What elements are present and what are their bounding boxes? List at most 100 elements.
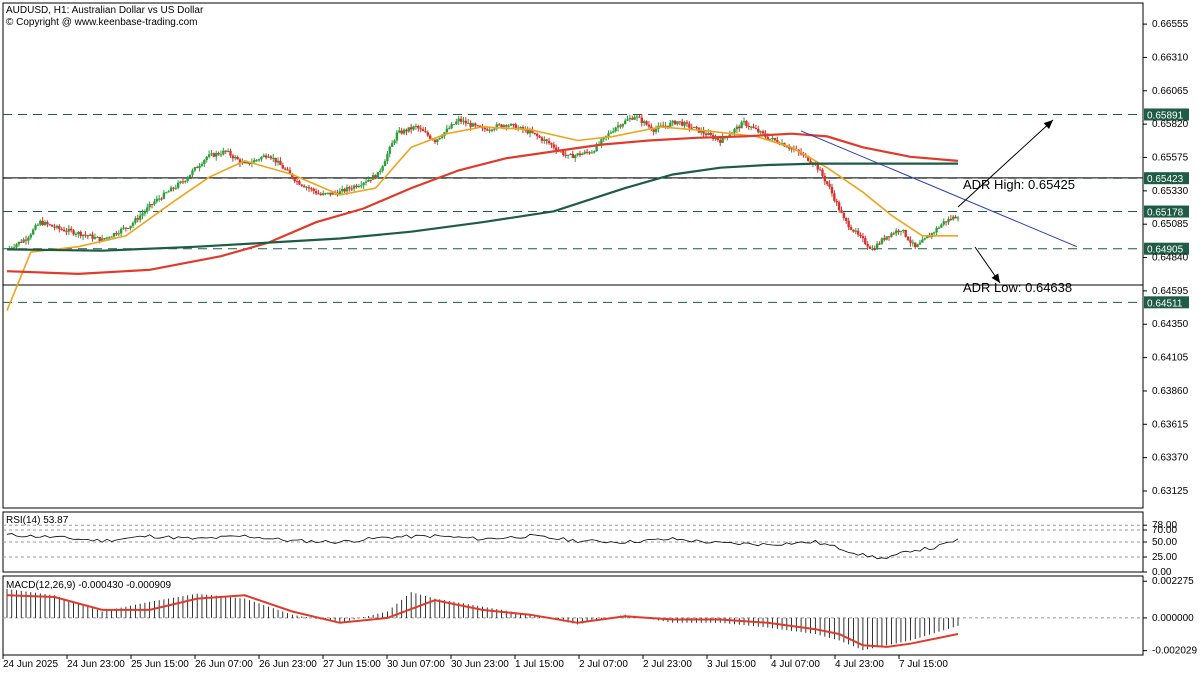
candle-body: [390, 143, 394, 147]
price-tick-label: 0.65330: [1152, 186, 1189, 197]
candle-body: [445, 128, 449, 133]
level-price-label: 0.65178: [1147, 208, 1184, 219]
level-price-label: 0.64905: [1147, 245, 1184, 256]
candle-body: [402, 129, 406, 134]
candle-body: [493, 128, 496, 130]
candle-body: [944, 221, 948, 223]
candle-body: [583, 151, 586, 154]
candle-body: [692, 126, 696, 128]
candle-body: [933, 232, 936, 234]
price-tick-label: 0.64105: [1152, 353, 1189, 364]
candle-body: [371, 175, 375, 180]
candle-body: [357, 185, 361, 188]
candle-body: [305, 187, 308, 189]
candle-body: [238, 159, 242, 164]
candle-body: [424, 131, 427, 133]
projection-arrows: [957, 119, 1054, 284]
candle-body: [234, 157, 237, 159]
descending-trend-line: [800, 130, 1078, 248]
candle-body: [264, 155, 268, 158]
rsi-label: RSI(14) 53.87: [6, 515, 69, 526]
candle-body: [138, 215, 142, 220]
candle-body: [122, 227, 125, 229]
candle-body: [276, 160, 280, 163]
candle-body: [46, 222, 49, 225]
candle-body: [864, 238, 867, 245]
candle-body: [671, 120, 674, 123]
candle-body: [923, 238, 926, 240]
candle-body: [374, 175, 377, 178]
candle-body: [298, 181, 301, 185]
candle-body: [376, 172, 380, 178]
candle-body: [502, 125, 506, 128]
candle-body: [787, 147, 791, 149]
candle-body: [267, 156, 270, 158]
candle-body: [141, 213, 144, 216]
candle-body: [398, 130, 401, 133]
candle-body: [733, 129, 736, 133]
candle-body: [845, 217, 848, 221]
candle-body: [150, 204, 154, 206]
candle-body: [757, 128, 760, 133]
candle-body: [419, 128, 422, 130]
candle-body: [704, 133, 708, 136]
candle-body: [566, 154, 570, 156]
candle-body: [890, 233, 893, 237]
candle-body: [809, 160, 812, 163]
candle-body: [766, 136, 769, 140]
candle-body: [887, 236, 891, 238]
candle-body: [348, 187, 351, 189]
candle-body: [279, 160, 282, 166]
candle-body: [883, 238, 886, 240]
candle-body: [367, 179, 370, 182]
candle-body: [871, 248, 874, 250]
candle-body: [343, 188, 346, 192]
bearish-projection-arrow-head: [991, 273, 1000, 283]
time-tick-label: 4 Jul 23:00: [835, 659, 884, 670]
candle-body: [450, 124, 453, 129]
price-tick-label: 0.65575: [1152, 152, 1189, 163]
candle-body: [169, 187, 173, 192]
level-price-box: [1144, 242, 1189, 255]
candle-body: [816, 162, 819, 170]
candle-body: [642, 121, 646, 123]
candle-body: [918, 242, 922, 245]
candle-body: [72, 230, 75, 235]
candle-body: [578, 153, 582, 156]
macd-signal-line: [6, 594, 959, 648]
price-tick-label: 0.63860: [1152, 386, 1189, 397]
time-tick-label: 24 Jun 2025: [3, 659, 58, 670]
candle-body: [837, 202, 841, 211]
moving-average-line: [6, 132, 959, 276]
candle-body: [428, 135, 432, 139]
candle-body: [355, 185, 358, 188]
candle-body: [664, 125, 667, 127]
candle-body: [483, 127, 487, 130]
candle-body: [110, 236, 113, 238]
candle-body: [219, 154, 223, 156]
candle-body: [859, 234, 862, 237]
candle-body: [205, 156, 208, 161]
candle-body: [749, 126, 753, 128]
time-axis: 24 Jun 2025 24 Jun 23:00 25 Jun 15:00 26 Ju…: [2, 655, 948, 670]
candle-body: [735, 126, 739, 130]
candle-body: [921, 239, 924, 243]
level-price-label: 0.65423: [1147, 174, 1184, 185]
time-tick-label: 24 Jun 23:00: [67, 659, 125, 670]
candle-body: [695, 126, 698, 128]
candle-body: [673, 120, 677, 125]
candle-body: [307, 187, 311, 189]
candle-body: [609, 132, 613, 134]
candle-body: [86, 235, 90, 237]
candle-body: [588, 152, 591, 154]
candle-body: [300, 184, 304, 186]
candle-body: [395, 132, 399, 141]
candle-body: [217, 153, 220, 155]
time-tick-label: 7 Jul 15:00: [899, 659, 948, 670]
candle-body: [462, 120, 465, 122]
candle-body: [115, 233, 118, 235]
candle-body: [842, 212, 846, 218]
price-tick-label: 0.66555: [1152, 19, 1189, 30]
candlestick-series: [8, 113, 960, 251]
